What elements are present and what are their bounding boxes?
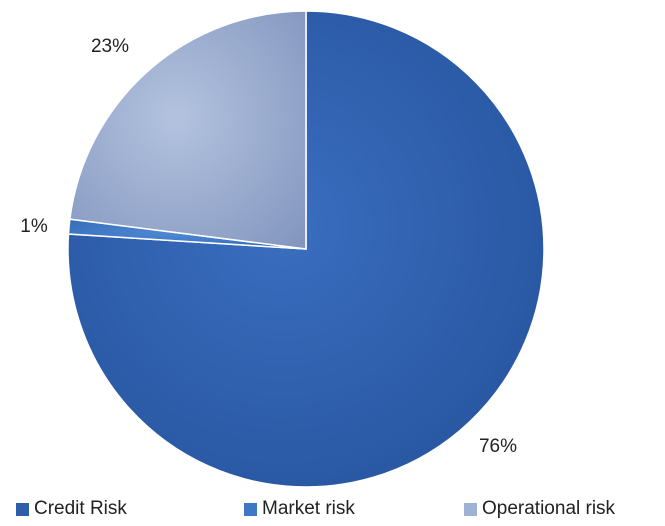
legend-swatch-operational-risk	[464, 502, 477, 516]
legend-swatch-credit-risk	[16, 502, 29, 516]
pie-data-labels: 76% 1% 23%	[20, 36, 517, 457]
legend-swatch-market-risk	[244, 502, 257, 516]
pie-slice-operational-risk	[69, 10, 307, 250]
pie-slices	[67, 10, 545, 488]
legend-label-operational-risk: Operational risk	[482, 498, 616, 519]
legend-label-market-risk: Market risk	[262, 498, 355, 519]
pie-slice-credit-risk	[67, 10, 545, 488]
legend-label-credit-risk: Credit Risk	[34, 498, 127, 519]
legend: Credit Risk Market risk Operational risk	[0, 496, 665, 522]
data-label-credit-risk: 76%	[479, 436, 517, 457]
legend-item-market-risk: Market risk	[244, 496, 355, 522]
data-label-operational-risk: 23%	[91, 36, 129, 57]
legend-item-credit-risk: Credit Risk	[16, 496, 127, 522]
legend-item-operational-risk: Operational risk	[464, 496, 615, 522]
data-label-market-risk: 1%	[20, 216, 48, 237]
